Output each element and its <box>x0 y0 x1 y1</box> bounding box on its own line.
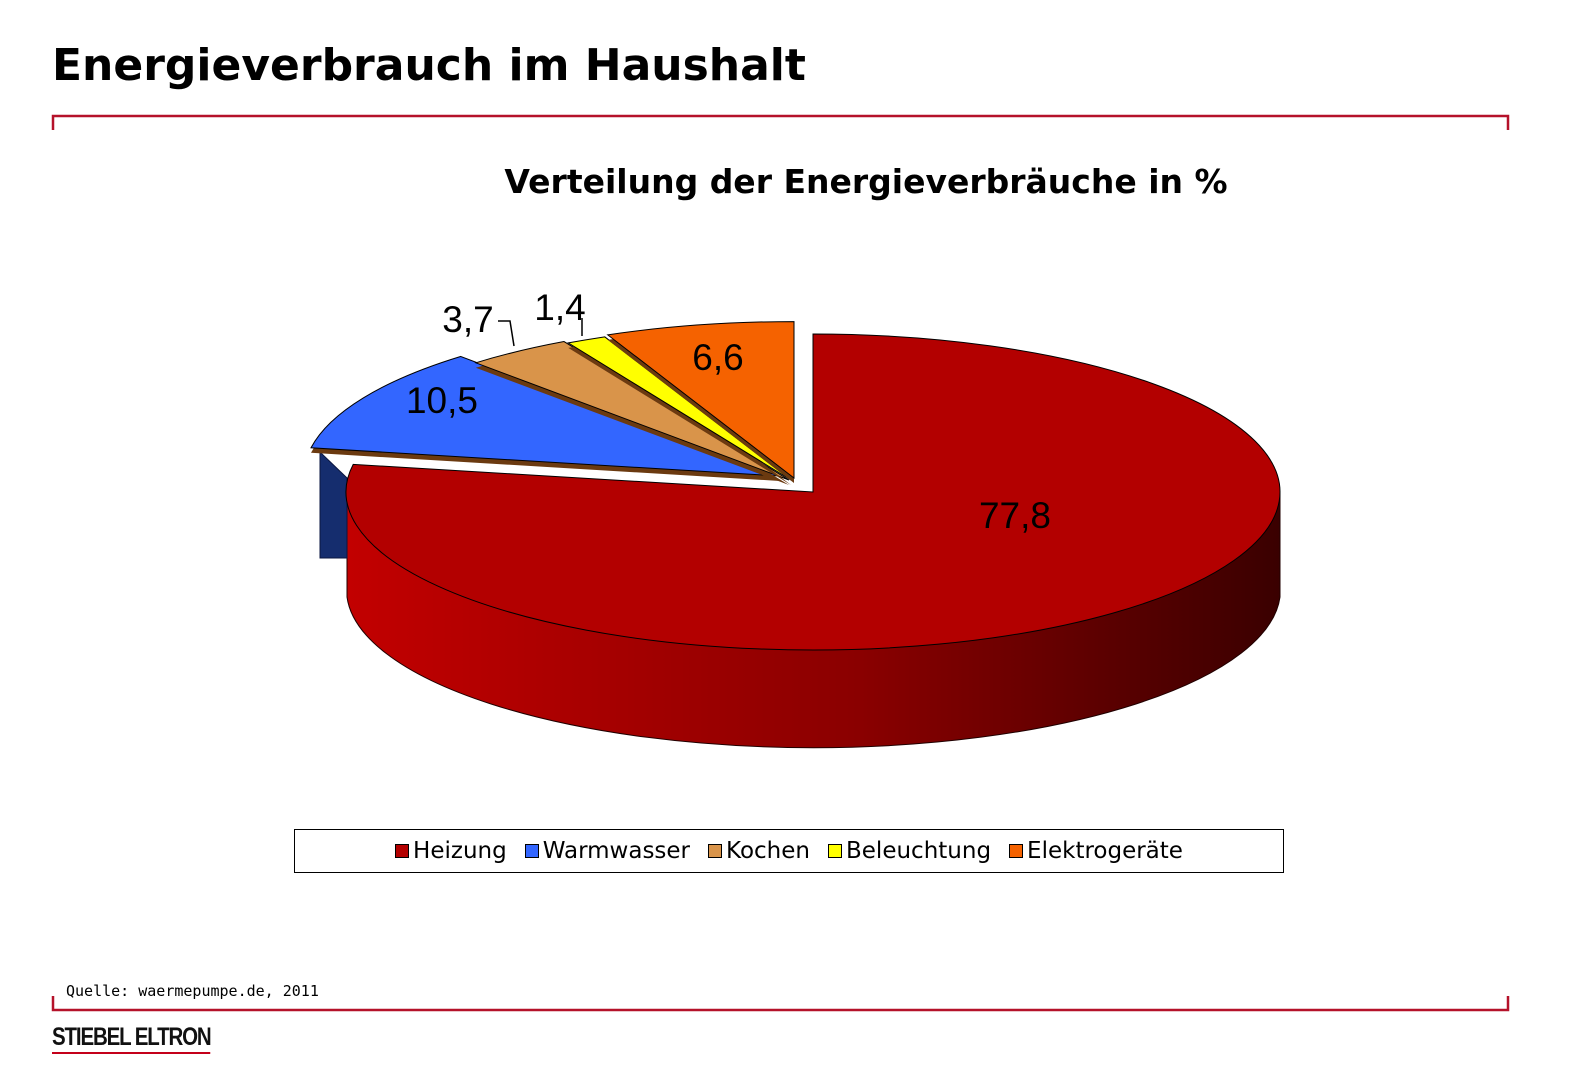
page-title: Energieverbrauch im Haushalt <box>52 40 806 91</box>
legend-item-heizung: Heizung <box>395 838 507 864</box>
footer-rule <box>51 996 1510 1012</box>
legend-label-elektrogerate: Elektrogeräte <box>1027 838 1183 864</box>
legend-swatch-elektrogerate <box>1009 844 1024 858</box>
legend-label-kochen: Kochen <box>726 838 810 864</box>
pie-slice-warmwasser <box>310 355 781 477</box>
legend-label-heizung: Heizung <box>413 838 507 864</box>
chart-title: Verteilung der Energieverbräuche in % <box>504 162 1228 201</box>
data-label-beleuchtung: 1,4 <box>534 287 585 328</box>
chart-legend: Heizung Warmwasser Kochen Beleuchtung Elektr… <box>294 829 1284 873</box>
data-label-elektrogerate: 6,6 <box>692 337 743 378</box>
legend-label-warmwasser: Warmwasser <box>542 838 691 864</box>
source-note: Quelle: waermepumpe.de, 2011 <box>66 982 319 1000</box>
legend-label-beleuchtung: Beleuchtung <box>846 838 992 864</box>
legend-swatch-warmwasser <box>524 844 539 858</box>
legend-item-elektrogerate: Elektrogeräte <box>1009 838 1183 864</box>
legend-swatch-kochen <box>708 844 723 858</box>
legend-swatch-beleuchtung <box>828 844 842 858</box>
data-label-kochen: 3,7 <box>442 299 493 340</box>
pie-slice-side-warmwasser <box>319 450 348 559</box>
legend-item-warmwasser: Warmwasser <box>524 838 691 864</box>
pie-slice-beleuchtung <box>566 336 792 481</box>
pie-slice-kochen <box>474 341 790 481</box>
legend-item-beleuchtung: Beleuchtung <box>828 838 991 864</box>
pie-slice-heizung <box>345 333 1281 651</box>
brand-logo: STIEBEL ELTRON <box>52 1022 212 1054</box>
legend-item-kochen: Kochen <box>708 838 810 864</box>
pie-slice-elektrogerate <box>606 321 795 480</box>
header-rule <box>51 114 1510 130</box>
leader-line-kochen <box>498 320 515 347</box>
data-label-heizung: 77,8 <box>979 495 1051 536</box>
legend-swatch-heizung <box>395 844 410 858</box>
data-label-warmwasser: 10,5 <box>406 380 478 421</box>
